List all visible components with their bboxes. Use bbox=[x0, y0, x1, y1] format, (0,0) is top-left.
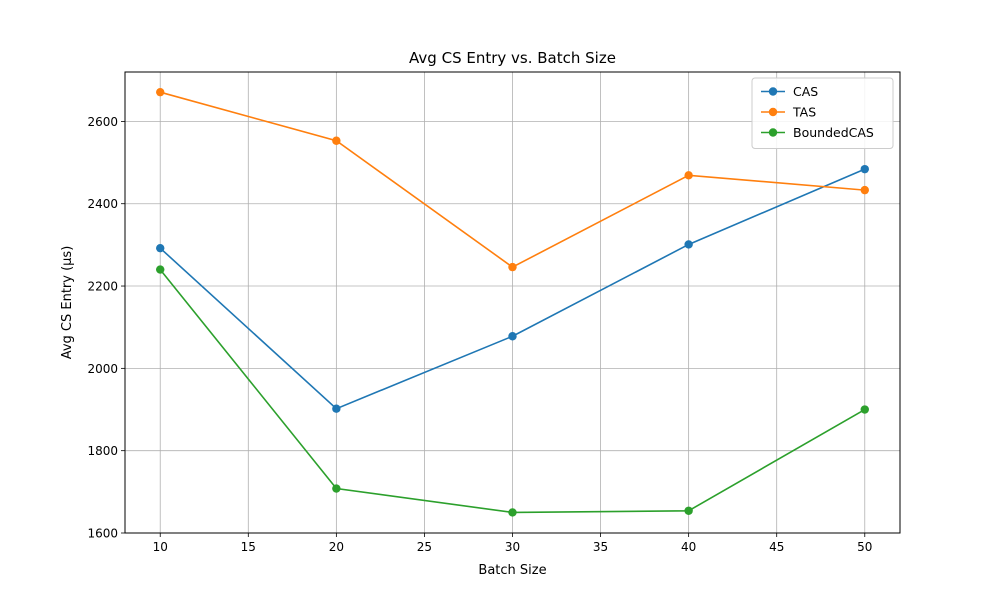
data-point-cas bbox=[508, 332, 517, 341]
y-tick-label: 2600 bbox=[87, 115, 118, 129]
data-point-boundedcas bbox=[860, 405, 869, 414]
y-axis-label: Avg CS Entry (μs) bbox=[60, 246, 75, 360]
x-tick-label: 15 bbox=[241, 540, 256, 554]
y-tick-label: 1800 bbox=[87, 444, 118, 458]
data-point-cas bbox=[860, 164, 869, 174]
data-point-cas bbox=[156, 243, 165, 253]
x-tick-label: 40 bbox=[681, 540, 696, 554]
series-layer bbox=[156, 87, 869, 517]
data-point-boundedcas bbox=[332, 484, 341, 493]
y-tick-label: 2400 bbox=[87, 197, 118, 211]
x-tick-label: 20 bbox=[329, 540, 344, 554]
x-tick-label: 50 bbox=[857, 540, 872, 554]
data-point-tas bbox=[156, 87, 165, 97]
legend-label-tas: TAS bbox=[792, 105, 816, 120]
legend-label-cas: CAS bbox=[793, 84, 818, 99]
data-point-boundedcas bbox=[156, 265, 165, 274]
legend-marker-tas bbox=[768, 107, 778, 117]
chart-title: Avg CS Entry vs. Batch Size bbox=[409, 49, 616, 67]
data-point-tas bbox=[332, 136, 341, 145]
x-axis-label: Batch Size bbox=[478, 563, 546, 578]
x-tick-label: 45 bbox=[769, 540, 784, 554]
legend: CAS TAS BoundedCAS bbox=[751, 77, 894, 149]
y-tick-label: 2200 bbox=[87, 280, 118, 294]
data-point-boundedcas bbox=[508, 508, 517, 517]
y-tick-label: 1600 bbox=[87, 527, 118, 541]
x-tick-label: 35 bbox=[593, 540, 608, 554]
x-tick-label: 10 bbox=[153, 540, 168, 554]
legend-label-boundedcas: BoundedCAS bbox=[793, 125, 874, 140]
data-point-boundedcas bbox=[684, 506, 693, 515]
data-point-tas bbox=[860, 185, 869, 195]
legend-box bbox=[751, 77, 894, 149]
data-point-cas bbox=[684, 240, 693, 249]
legend-marker-boundedcas bbox=[768, 128, 778, 137]
x-tick-label: 30 bbox=[505, 540, 520, 554]
x-tick-label: 25 bbox=[417, 540, 432, 554]
data-point-cas bbox=[332, 404, 341, 413]
legend-marker-cas bbox=[768, 87, 778, 96]
ticks: 10 15 20 25 30 35 40 45 50 1600 1800 2000 2200 2400 26… bbox=[87, 115, 872, 554]
data-point-tas bbox=[508, 262, 517, 272]
data-point-tas bbox=[684, 171, 693, 180]
y-tick-label: 2000 bbox=[87, 362, 118, 376]
